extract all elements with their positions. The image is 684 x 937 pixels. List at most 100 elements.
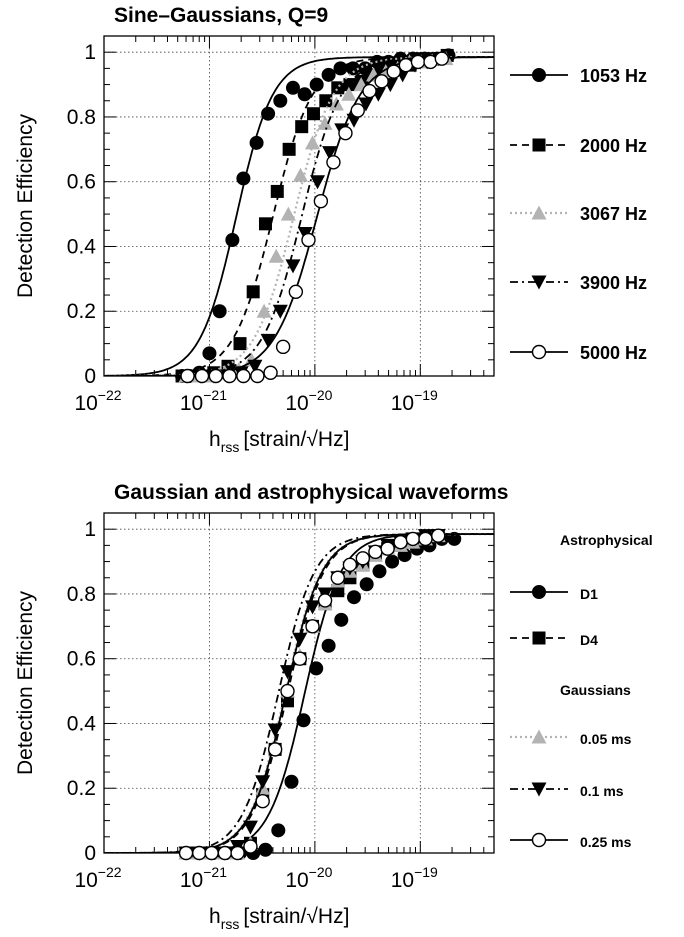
x-tick-label: 10−19 (391, 864, 438, 892)
plot-frame (103, 512, 495, 854)
data-point (242, 820, 258, 835)
legend-marker (532, 138, 546, 152)
x-label-sub: rss (221, 439, 240, 455)
data-point (434, 51, 450, 66)
legend: Astrophysical D1 D4 Gaussians 0.05 ms 0.1 ms 0… (510, 532, 653, 850)
legend-label: 3067 Hz (580, 204, 647, 224)
data-point (292, 167, 308, 182)
data-point (418, 531, 433, 547)
data-point (263, 365, 278, 380)
data-point (272, 304, 288, 319)
y-tick-label: 0.2 (67, 777, 96, 800)
data-point (208, 368, 224, 384)
data-point (309, 77, 324, 92)
data-point (217, 845, 233, 861)
data-point (256, 303, 272, 318)
data-point (331, 81, 345, 95)
series-4 (104, 529, 494, 861)
fit-curve (104, 56, 494, 376)
legend-label: 0.25 ms (580, 834, 632, 850)
series-2 (104, 48, 494, 383)
data-point (374, 74, 389, 89)
data-point (271, 823, 286, 838)
data-point (301, 232, 316, 248)
legend-marker (531, 275, 547, 290)
data-point (338, 125, 353, 141)
data-point (273, 93, 288, 108)
legend-label: D1 (580, 586, 598, 602)
chart-title: Gaussian and astrophysical waveforms (114, 481, 509, 504)
data-point (341, 86, 357, 101)
data-point (305, 135, 321, 150)
x-label-main: h (209, 905, 221, 928)
x-tick-label: 10−22 (74, 387, 121, 415)
data-point (288, 284, 304, 300)
data-point (285, 259, 301, 274)
x-label-sub: rss (221, 916, 240, 932)
y-tick-label: 1 (84, 41, 96, 64)
fit-curve (104, 532, 494, 853)
x-axis-label: hrss [strain/√Hz] (209, 428, 349, 455)
data-point (317, 115, 333, 130)
data-point (258, 217, 272, 231)
data-point (380, 541, 395, 556)
x-tick-base: 10 (391, 869, 414, 892)
data-point (247, 359, 263, 374)
legend-label: 3900 Hz (580, 273, 647, 293)
data-point (236, 171, 251, 186)
data-point (385, 554, 400, 569)
x-tick-label: 10−21 (180, 864, 227, 892)
data-point (284, 774, 299, 789)
data-point (309, 661, 324, 676)
chart-panel-2: Gaussian and astrophysical waveforms 0 0.2… (14, 481, 653, 932)
legend-marker (531, 729, 547, 744)
legend-marker (531, 205, 547, 220)
legend-marker (532, 585, 546, 599)
data-point (313, 193, 329, 209)
fit-curve (104, 533, 494, 853)
data-point (372, 564, 387, 579)
data-point (249, 135, 264, 150)
fit-curve (104, 56, 494, 376)
data-point (431, 528, 446, 543)
y-tick-label: 0.4 (67, 235, 97, 258)
data-point (398, 57, 414, 73)
series-4 (104, 52, 494, 384)
data-point (258, 842, 273, 857)
data-point (250, 368, 265, 384)
data-point (236, 368, 251, 384)
data-point (267, 742, 283, 757)
x-axis-label: hrss [strain/√Hz] (209, 905, 349, 932)
x-tick-label: 10−20 (285, 387, 332, 415)
x-tick-exponent: −19 (414, 864, 438, 880)
series-3 (104, 528, 494, 860)
data-point (292, 651, 308, 666)
legend-group-label: Gaussians (560, 682, 631, 698)
data-point (296, 713, 311, 728)
x-tick-base: 10 (74, 869, 97, 892)
data-point (204, 845, 219, 861)
x-tick-exponent: −21 (203, 864, 227, 880)
data-point (233, 337, 247, 351)
data-point (393, 534, 408, 550)
legend-label: 0.1 ms (580, 783, 624, 799)
series-5 (104, 528, 494, 861)
data-point (212, 304, 227, 319)
data-point (230, 845, 245, 861)
data-point (447, 531, 462, 546)
data-point (268, 248, 284, 263)
series-5 (104, 51, 494, 384)
data-point (317, 593, 333, 608)
y-tick-label: 0.4 (67, 712, 97, 735)
x-tick-base: 10 (180, 869, 203, 892)
data-point (292, 632, 308, 647)
legend-group-label: Astrophysical (560, 532, 653, 548)
data-point (359, 577, 374, 592)
data-point (334, 612, 349, 627)
fit-curve (104, 56, 494, 376)
data-point (180, 368, 195, 384)
data-point (178, 845, 194, 861)
legend-marker (531, 782, 547, 797)
fit-curve (104, 533, 494, 853)
